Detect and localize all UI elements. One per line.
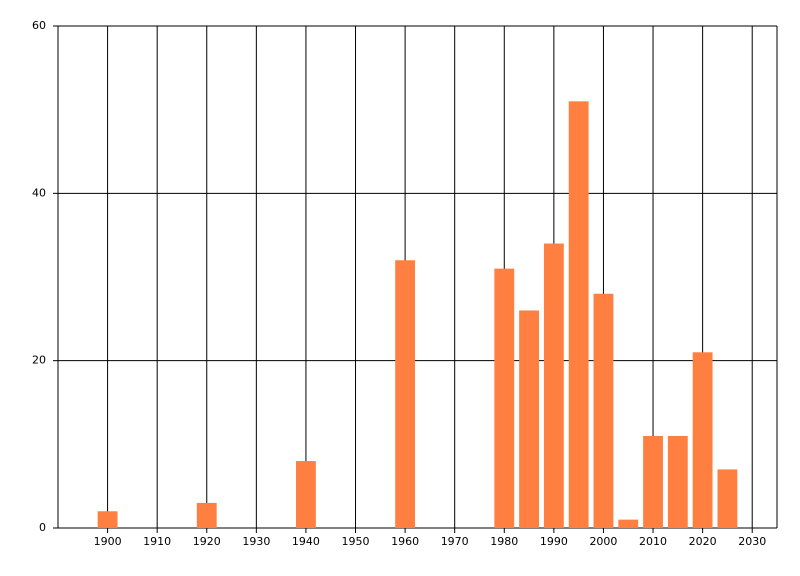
y-tick-label: 40 (32, 186, 46, 199)
x-tick-label: 1980 (490, 535, 518, 548)
bar (643, 435, 663, 528)
x-tick-label: 1970 (441, 535, 469, 548)
x-tick-label: 1930 (242, 535, 270, 548)
x-tick-label: 2030 (738, 535, 766, 548)
bar (196, 502, 217, 528)
bar (395, 260, 416, 528)
bar (543, 243, 564, 529)
bar (296, 461, 316, 528)
bar (692, 352, 713, 528)
bar (97, 511, 118, 528)
x-tick-label: 1900 (94, 535, 122, 548)
x-tick-label: 1950 (342, 535, 370, 548)
bar (667, 435, 688, 528)
bar (593, 293, 614, 528)
x-tick-label: 1920 (193, 535, 221, 548)
y-tick-label: 20 (32, 354, 46, 367)
y-tick-label: 60 (32, 19, 46, 32)
x-tick-label: 1990 (540, 535, 568, 548)
bar (494, 268, 515, 528)
x-tick-label: 1940 (292, 535, 320, 548)
bar (568, 101, 589, 529)
bar (618, 519, 639, 528)
x-tick-label: 1910 (143, 535, 171, 548)
y-tick-label: 0 (39, 521, 46, 534)
x-tick-label: 2010 (639, 535, 667, 548)
x-tick-label: 1960 (391, 535, 419, 548)
bar (717, 469, 738, 528)
bar (519, 310, 539, 528)
x-tick-label: 2000 (589, 535, 617, 548)
x-tick-label: 2020 (689, 535, 717, 548)
